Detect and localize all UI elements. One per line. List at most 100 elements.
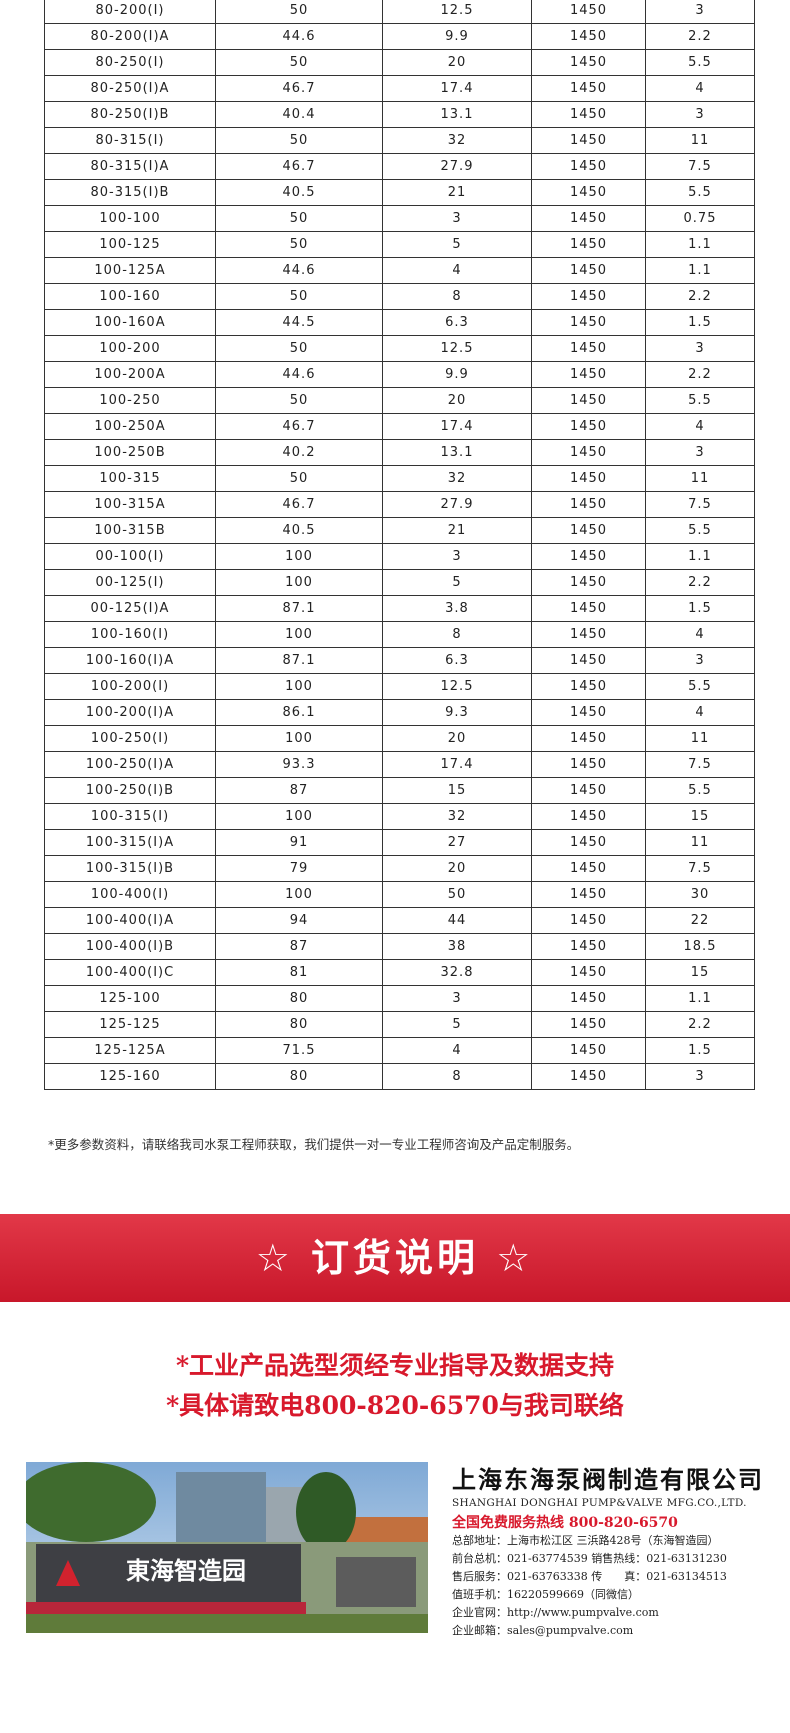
table-cell: 40.4 (215, 101, 383, 128)
table-cell: 71.5 (215, 1037, 383, 1064)
table-cell: 100 (215, 543, 383, 570)
table-cell: 44.6 (215, 23, 383, 50)
table-cell: 125-125A (44, 1037, 216, 1064)
table-cell: 100 (215, 569, 383, 596)
table-cell: 1450 (531, 595, 646, 622)
table-row: 100-200 50 12.5 1450 3 (44, 335, 755, 362)
table-cell: 18.5 (645, 933, 755, 960)
table-row: 125-100 80 3 1450 1.1 (44, 985, 755, 1012)
table-cell: 46.7 (215, 491, 383, 518)
table-cell: 17.4 (382, 751, 532, 778)
table-cell: 1450 (531, 413, 646, 440)
table-cell: 12.5 (382, 0, 532, 24)
table-cell: 3 (645, 101, 755, 128)
table-cell: 3 (382, 205, 532, 232)
table-cell: 27 (382, 829, 532, 856)
order-banner: ☆ 订货说明 ☆ (0, 1214, 790, 1302)
table-row: 100-315A 46.7 27.9 1450 7.5 (44, 491, 755, 518)
table-cell: 1450 (531, 0, 646, 24)
table-cell: 1450 (531, 1011, 646, 1038)
table-cell: 100 (215, 881, 383, 908)
table-cell: 50 (215, 283, 383, 310)
table-cell: 3 (645, 647, 755, 674)
table-cell: 38 (382, 933, 532, 960)
table-cell: 15 (382, 777, 532, 804)
table-cell: 1450 (531, 205, 646, 232)
table-cell: 80 (215, 1011, 383, 1038)
table-row: 80-315(I)A 46.7 27.9 1450 7.5 (44, 153, 755, 180)
table-cell: 1450 (531, 777, 646, 804)
table-row: 80-315(I)B 40.5 21 1450 5.5 (44, 179, 755, 206)
table-row: 00-125(I)A 87.1 3.8 1450 1.5 (44, 595, 755, 622)
table-cell: 100-250 (44, 387, 216, 414)
table-cell: 50 (215, 49, 383, 76)
table-cell: 100-200(I) (44, 673, 216, 700)
table-cell: 1450 (531, 49, 646, 76)
table-cell: 5.5 (645, 387, 755, 414)
table-cell: 5.5 (645, 179, 755, 206)
table-cell: 5 (382, 569, 532, 596)
footnote: *更多参数资料，请联络我司水泵工程师获取，我们提供一对一专业工程师咨询及产品定制… (48, 1137, 580, 1152)
table-row: 80-200(I) 50 12.5 1450 3 (44, 0, 755, 24)
table-cell: 1450 (531, 933, 646, 960)
table-cell: 5.5 (645, 517, 755, 544)
table-cell: 100-400(I)C (44, 959, 216, 986)
table-cell: 15 (645, 803, 755, 830)
table-cell: 5 (382, 1011, 532, 1038)
table-cell: 3 (645, 0, 755, 24)
table-cell: 100-315(I) (44, 803, 216, 830)
table-cell: 100-250(I)B (44, 777, 216, 804)
table-cell: 100-200 (44, 335, 216, 362)
table-cell: 1450 (531, 101, 646, 128)
table-cell: 3 (645, 1063, 755, 1090)
table-cell: 1450 (531, 751, 646, 778)
table-cell: 125-100 (44, 985, 216, 1012)
table-cell: 1450 (531, 179, 646, 206)
table-row: 100-200(I)A 86.1 9.3 1450 4 (44, 699, 755, 726)
table-row: 100-160A 44.5 6.3 1450 1.5 (44, 309, 755, 336)
table-cell: 3 (382, 985, 532, 1012)
table-cell: 91 (215, 829, 383, 856)
company-info: 上海东海泵阀制造有限公司 SHANGHAI DONGHAI PUMP&VALVE… (452, 1460, 772, 1640)
table-cell: 2.2 (645, 361, 755, 388)
table-row: 80-250(I) 50 20 1450 5.5 (44, 49, 755, 76)
table-cell: 5.5 (645, 49, 755, 76)
table-cell: 50 (215, 205, 383, 232)
table-cell: 100-315(I)B (44, 855, 216, 882)
table-cell: 79 (215, 855, 383, 882)
table-row: 100-125 50 5 1450 1.1 (44, 231, 755, 258)
table-cell: 1450 (531, 465, 646, 492)
table-cell: 1450 (531, 647, 646, 674)
table-cell: 100-315 (44, 465, 216, 492)
table-cell: 11 (645, 829, 755, 856)
table-cell: 1.1 (645, 985, 755, 1012)
table-cell: 125-125 (44, 1011, 216, 1038)
table-row: 125-160 80 8 1450 3 (44, 1063, 755, 1090)
table-cell: 11 (645, 127, 755, 154)
table-row: 100-400(I)A 94 44 1450 22 (44, 907, 755, 934)
table-cell: 8 (382, 621, 532, 648)
table-cell: 87.1 (215, 647, 383, 674)
table-cell: 1450 (531, 23, 646, 50)
table-cell: 50 (215, 335, 383, 362)
table-cell: 1450 (531, 439, 646, 466)
table-cell: 50 (382, 881, 532, 908)
table-cell: 17.4 (382, 413, 532, 440)
table-cell: 0.75 (645, 205, 755, 232)
table-cell: 1450 (531, 75, 646, 102)
table-cell: 3.8 (382, 595, 532, 622)
contact-line: 总部地址：上海市松江区 三浜路428号（东海智造园） (452, 1534, 719, 1547)
table-cell: 2.2 (645, 283, 755, 310)
table-cell: 100-200A (44, 361, 216, 388)
table-cell: 7.5 (645, 153, 755, 180)
table-cell: 5.5 (645, 777, 755, 804)
table-cell: 1450 (531, 257, 646, 284)
table-cell: 100 (215, 803, 383, 830)
table-row: 100-400(I)C 81 32.8 1450 15 (44, 959, 755, 986)
table-row: 100-250(I)A 93.3 17.4 1450 7.5 (44, 751, 755, 778)
table-cell: 9.3 (382, 699, 532, 726)
table-cell: 40.5 (215, 179, 383, 206)
company-name: 上海东海泵阀制造有限公司 (452, 1465, 764, 1494)
table-row: 125-125A 71.5 4 1450 1.5 (44, 1037, 755, 1064)
